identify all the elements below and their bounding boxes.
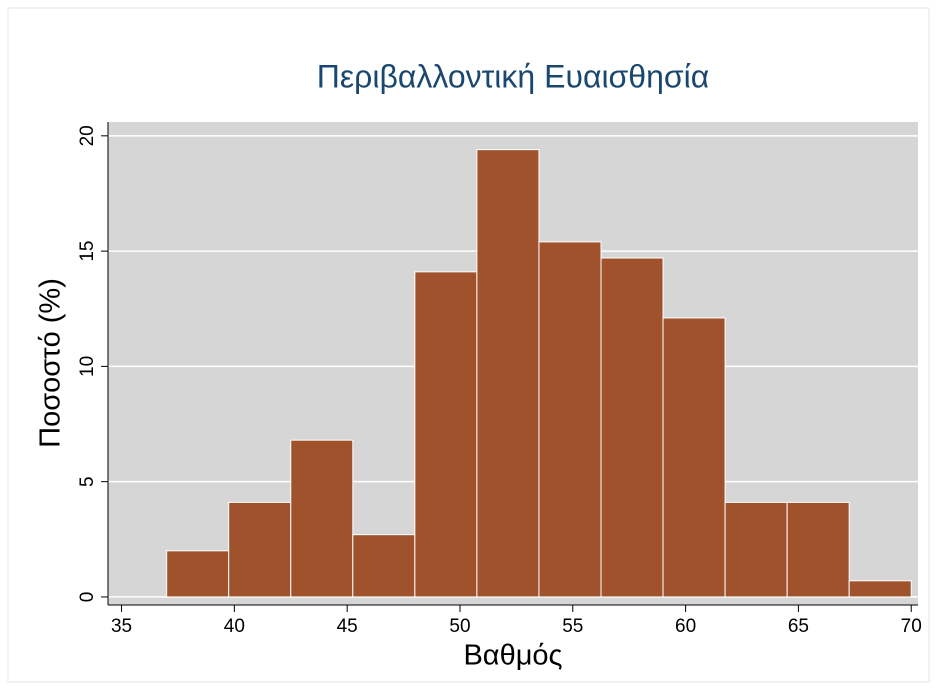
- bar: [228, 501, 292, 598]
- y-tick-label: 15: [77, 241, 98, 262]
- bar: [724, 501, 788, 598]
- y-tick-label: 10: [77, 356, 98, 377]
- bar: [476, 149, 540, 598]
- bar: [290, 439, 354, 598]
- bar: [662, 317, 726, 598]
- x-tick-label: 50: [449, 616, 470, 637]
- bar: [786, 501, 850, 598]
- chart-title: Περιβαλλοντική Ευαισθησία: [317, 58, 710, 94]
- bar: [166, 550, 230, 598]
- y-axis-title: Ποσοστό (%): [35, 278, 67, 448]
- bar: [414, 271, 478, 598]
- bar: [538, 241, 602, 598]
- x-tick-label: 55: [562, 616, 583, 637]
- y-tick-label: 20: [77, 125, 98, 146]
- bar: [848, 580, 912, 598]
- bar: [352, 534, 416, 598]
- x-tick-label: 65: [788, 616, 809, 637]
- x-tick-label: 40: [224, 616, 245, 637]
- bar: [600, 257, 664, 598]
- x-tick-label: 60: [675, 616, 696, 637]
- x-axis-title: Βαθμός: [463, 640, 562, 672]
- x-tick-label: 45: [337, 616, 358, 637]
- y-tick-label: 5: [77, 476, 98, 487]
- x-tick-label: 70: [901, 616, 922, 637]
- y-tick-label: 0: [77, 592, 98, 603]
- x-tick-label: 35: [111, 616, 132, 637]
